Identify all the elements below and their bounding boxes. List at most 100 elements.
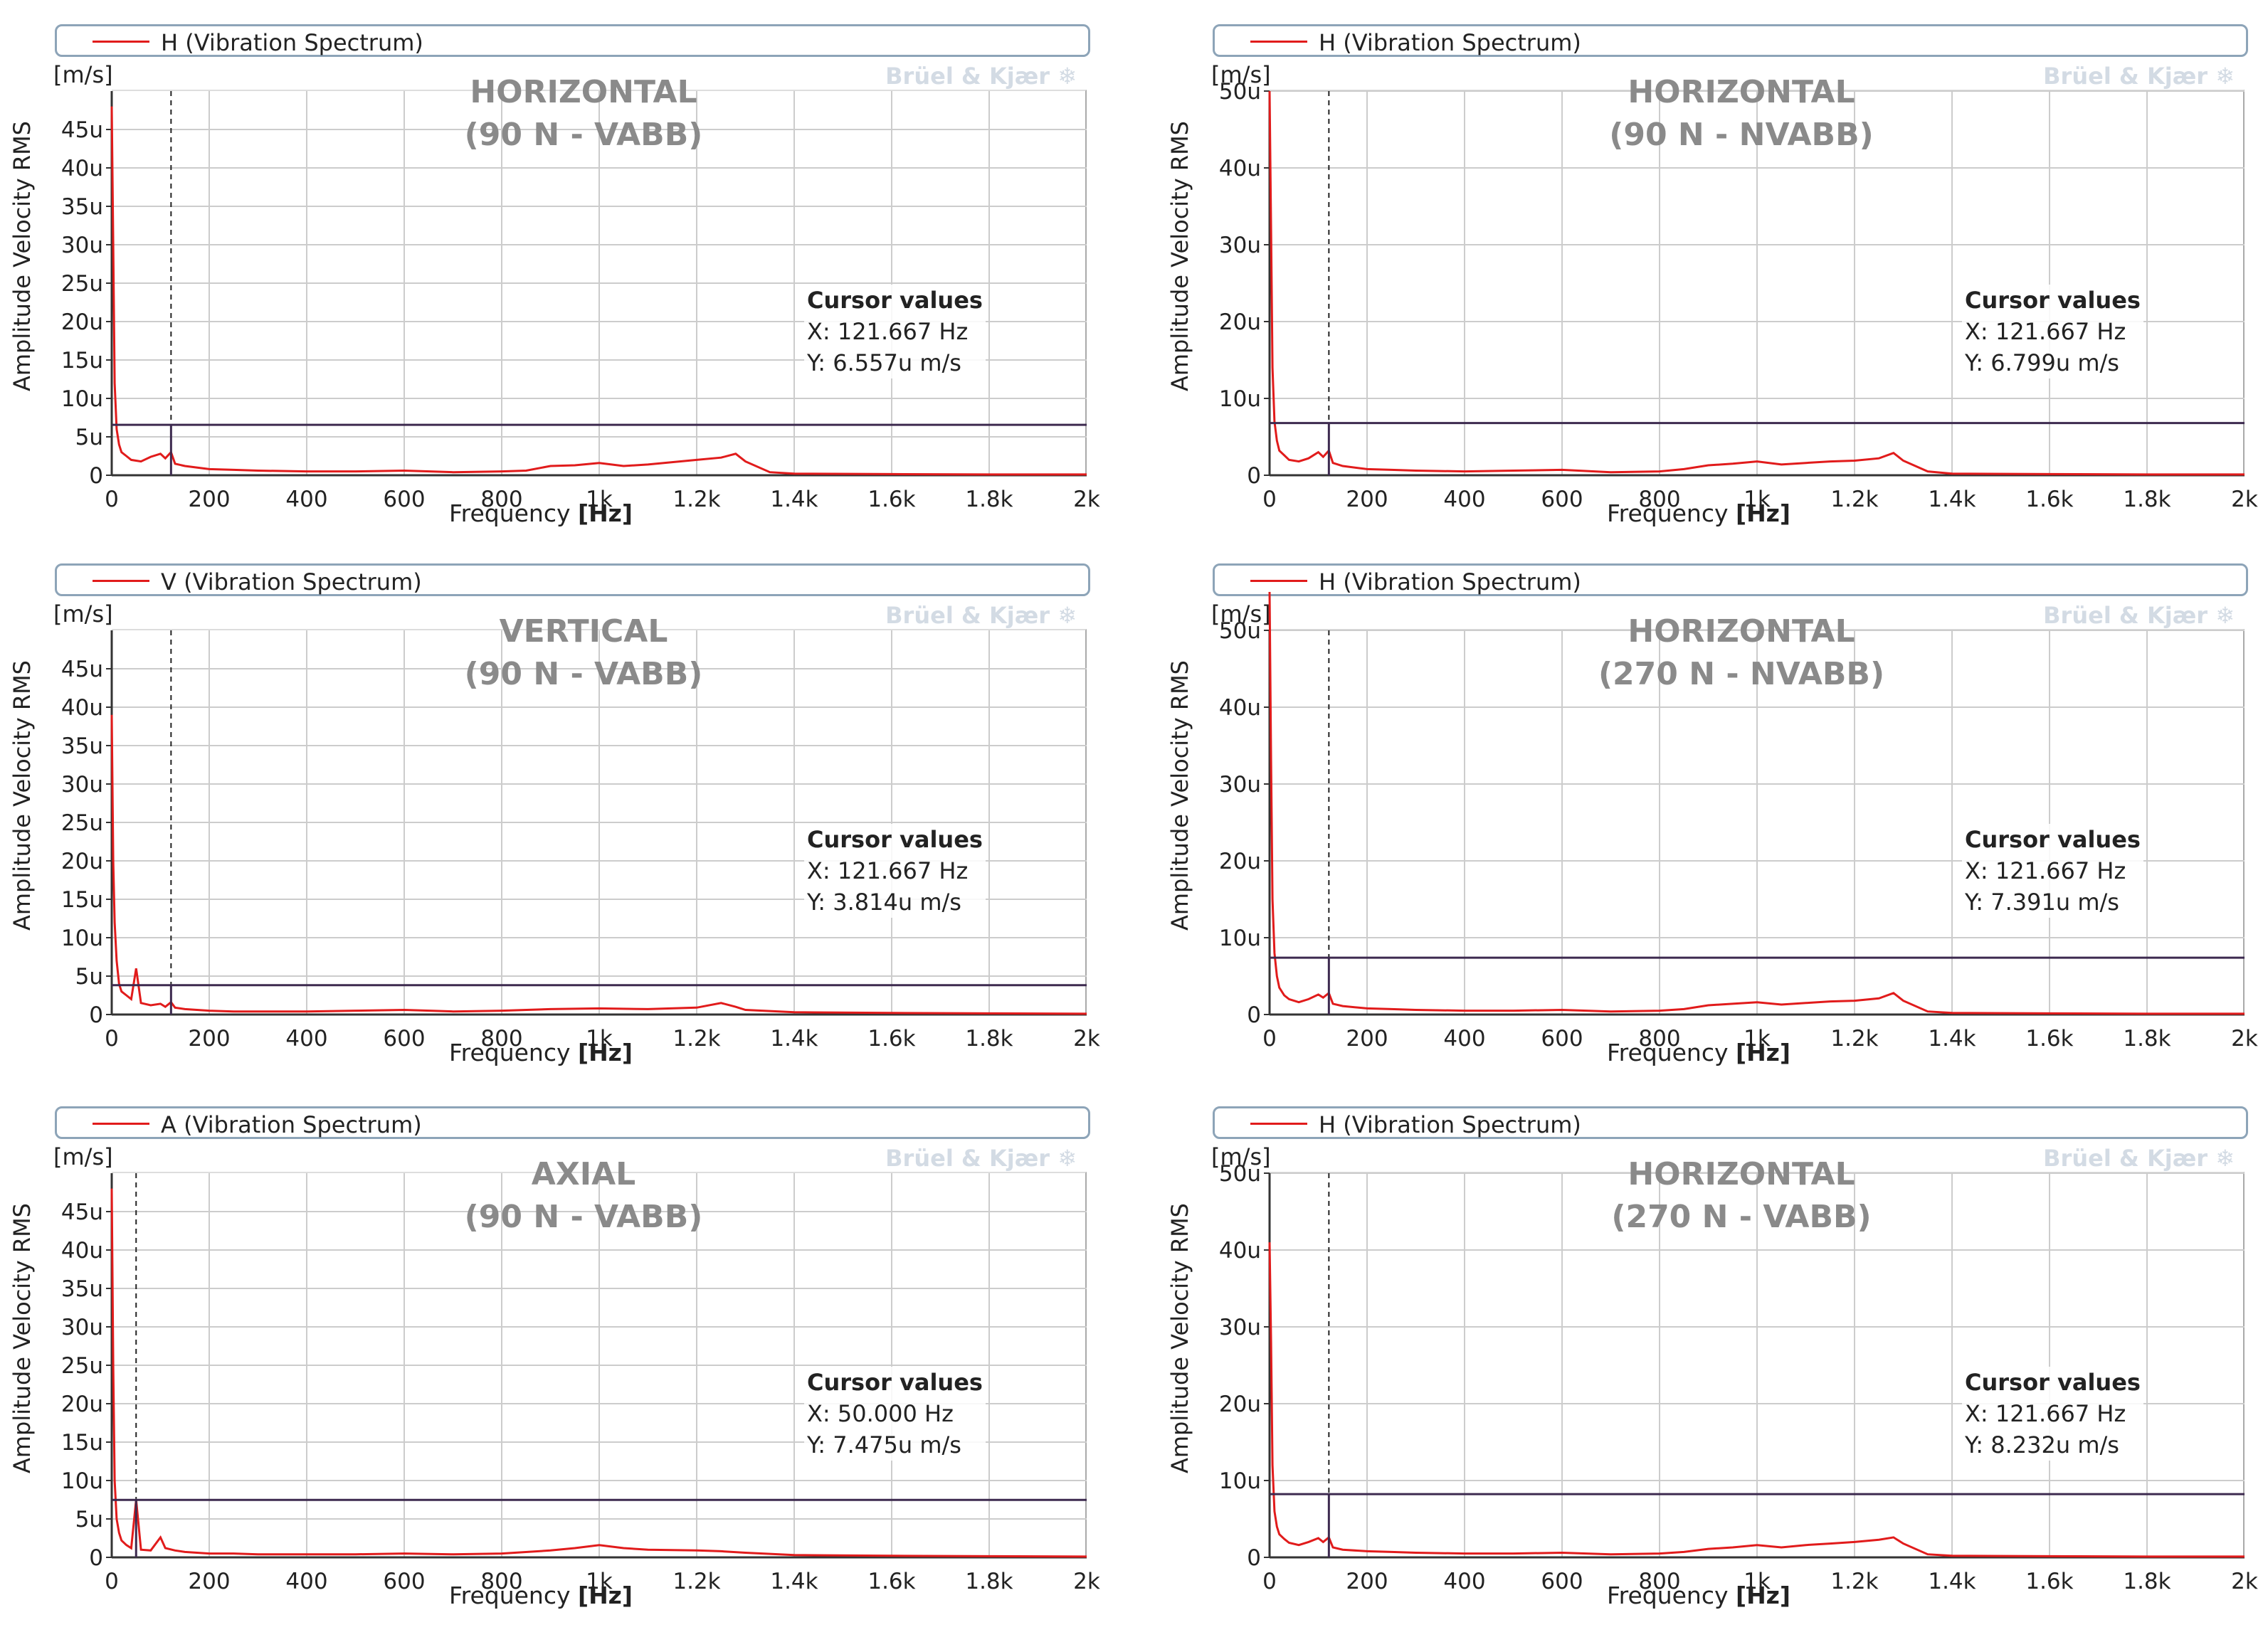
x-tick-label: 400 <box>1443 1569 1485 1594</box>
spectrum-svg: 0 200 400 600 800 1k 1.2k 1.4k 1.6k 1.8k 2k 0 10u 20u… <box>1219 1161 2258 1594</box>
chart-title-line2: (90 N - NVABB) <box>1609 117 1874 153</box>
x-axis-label: Frequency [Hz] <box>327 499 754 527</box>
cursor-y-value: Y: 7.475u m/s <box>807 1431 961 1458</box>
legend-swatch <box>1250 41 1307 43</box>
spectrum-series-H <box>1268 591 2245 1015</box>
x-tick-label: 200 <box>1346 1026 1388 1052</box>
cursor-x-value: X: 121.667 Hz <box>1965 318 2126 345</box>
x-axis-label-text: Frequency <box>1607 499 1736 527</box>
x-tick-label: 400 <box>1443 1026 1485 1052</box>
y-tick-label: 25u <box>61 1353 103 1379</box>
snowflake-icon: ❄ <box>2215 602 2235 629</box>
x-tick-label: 800 <box>480 487 522 512</box>
y-unit: [m/s] <box>1211 600 1271 627</box>
snowflake-icon: ❄ <box>1057 602 1077 629</box>
x-tick-label: 1.2k <box>673 487 720 512</box>
y-tick-label: 30u <box>1219 1315 1261 1340</box>
legend-label: H (Vibration Spectrum) <box>1319 1111 1581 1138</box>
spectrum-panel-6: H (Vibration Spectrum) [m/s] Amplitude V… <box>1158 1082 2258 1609</box>
y-tick-label: 50u <box>1219 1161 1261 1187</box>
x-tick-label: 1.6k <box>2025 487 2073 512</box>
cursor-values: Cursor values X: 121.667 Hz Y: 3.814u m/… <box>804 824 986 918</box>
x-tick-label: 800 <box>1638 1026 1680 1052</box>
x-tick-label: 200 <box>188 1569 230 1594</box>
chart-title-line1: HORIZONTAL <box>1628 1156 1855 1192</box>
brand-logo: Brüel & Kjær ❄ <box>885 1145 1077 1172</box>
x-tick-label: 2k <box>2231 1026 2258 1052</box>
y-tick-label: 5u <box>75 1507 103 1532</box>
y-tick-label: 10u <box>1219 926 1261 951</box>
x-tick-label: 2k <box>1073 1026 1100 1052</box>
spectrum-series-H <box>1268 1242 2245 1558</box>
chart-title-line1: VERTICAL <box>499 613 668 650</box>
legend: H (Vibration Spectrum) <box>55 24 1090 57</box>
y-tick-label: 35u <box>61 1276 103 1302</box>
cursor-values: Cursor values X: 50.000 Hz Y: 7.475u m/s <box>804 1367 986 1461</box>
cursor-values-header: Cursor values <box>807 287 983 314</box>
y-tick-label: 35u <box>61 734 103 759</box>
chart-title: HORIZONTAL (90 N - NVABB) <box>1499 71 1983 157</box>
x-tick-label: 2k <box>2231 487 2258 512</box>
y-tick-label: 45u <box>61 657 103 682</box>
y-tick-label: 0 <box>1247 463 1261 489</box>
x-tick-label: 1.6k <box>2025 1026 2073 1052</box>
cursor-x-value: X: 50.000 Hz <box>807 1400 954 1427</box>
spectrum-svg: 0 200 400 600 800 1k 1.2k 1.4k 1.6k 1.8k 2k 0 10u 20u… <box>1219 591 2258 1052</box>
x-tick-label: 1.4k <box>1928 487 1976 512</box>
x-axis-label-text: Frequency <box>1607 1039 1736 1066</box>
x-tick-label: 1.4k <box>770 1026 818 1052</box>
brand-text: Brüel & Kjær <box>2043 63 2208 90</box>
x-tick-label: 1.8k <box>2123 487 2171 512</box>
spectrum-panel-3: V (Vibration Spectrum) [m/s] Amplitude V… <box>0 539 1100 1066</box>
x-tick-label: 0 <box>105 487 119 512</box>
spectrum-series-V <box>110 714 1087 1015</box>
y-tick-label: 25u <box>61 810 103 836</box>
chart-title: VERTICAL (90 N - VABB) <box>342 610 826 696</box>
x-axis-unit: [Hz] <box>577 1039 633 1066</box>
cursor-x-value: X: 121.667 Hz <box>807 318 969 345</box>
x-tick-label: 1.2k <box>1830 1569 1878 1594</box>
cursor-values: Cursor values X: 121.667 Hz Y: 7.391u m/… <box>1962 824 2143 918</box>
x-axis-label: Frequency [Hz] <box>1485 1039 1912 1066</box>
x-tick-label: 400 <box>285 1569 327 1594</box>
x-tick-label: 1k <box>1744 1026 1771 1052</box>
x-tick-label: 1.6k <box>867 1569 915 1594</box>
y-tick-label: 50u <box>1219 79 1261 105</box>
brand-logo: Brüel & Kjær ❄ <box>885 602 1077 629</box>
chart-title-line2: (270 N - NVABB) <box>1598 656 1885 692</box>
cursor-values: Cursor values X: 121.667 Hz Y: 6.799u m/… <box>1962 285 2143 378</box>
y-tick-label: 20u <box>61 849 103 874</box>
y-unit: [m/s] <box>1211 1143 1271 1170</box>
x-tick-label: 1k <box>586 1569 613 1594</box>
spectrum-panel-4: H (Vibration Spectrum) [m/s] Amplitude V… <box>1158 539 2258 1066</box>
spectrum-series-H <box>110 106 1087 476</box>
x-tick-label: 0 <box>1262 487 1277 512</box>
chart-title: HORIZONTAL (270 N - VABB) <box>1499 1153 1983 1239</box>
cursor-y-value: Y: 8.232u m/s <box>1965 1431 2119 1458</box>
y-axis-label: Amplitude Velocity RMS <box>9 660 36 931</box>
x-tick-label: 1.8k <box>2123 1026 2171 1052</box>
y-tick-label: 20u <box>61 309 103 335</box>
y-tick-label: 10u <box>61 386 103 412</box>
x-tick-label: 1.8k <box>965 1569 1013 1594</box>
legend-label: H (Vibration Spectrum) <box>161 29 423 56</box>
x-tick-label: 200 <box>1346 1569 1388 1594</box>
cursor-y-value: Y: 3.814u m/s <box>807 889 961 916</box>
cursor-y-value: Y: 6.557u m/s <box>807 349 961 376</box>
x-axis-unit: [Hz] <box>577 499 633 527</box>
x-axis-unit: [Hz] <box>1735 1039 1790 1066</box>
x-axis-unit: [Hz] <box>1735 499 1790 527</box>
x-axis-label: Frequency [Hz] <box>1485 1582 1912 1609</box>
brand-text: Brüel & Kjær <box>885 602 1050 629</box>
x-tick-label: 1.8k <box>965 1026 1013 1052</box>
x-axis-label-text: Frequency <box>449 1582 578 1609</box>
x-tick-label: 0 <box>1262 1569 1277 1594</box>
cursor-values: Cursor values X: 121.667 Hz Y: 8.232u m/… <box>1962 1367 2143 1461</box>
x-axis-label-text: Frequency <box>449 499 578 527</box>
chart-title: HORIZONTAL (90 N - VABB) <box>342 71 826 157</box>
x-axis-unit: [Hz] <box>1735 1582 1790 1609</box>
x-tick-label: 0 <box>105 1569 119 1594</box>
y-tick-label: 40u <box>1219 156 1261 181</box>
chart-title-line1: AXIAL <box>531 1156 636 1192</box>
y-tick-label: 0 <box>1247 1002 1261 1028</box>
